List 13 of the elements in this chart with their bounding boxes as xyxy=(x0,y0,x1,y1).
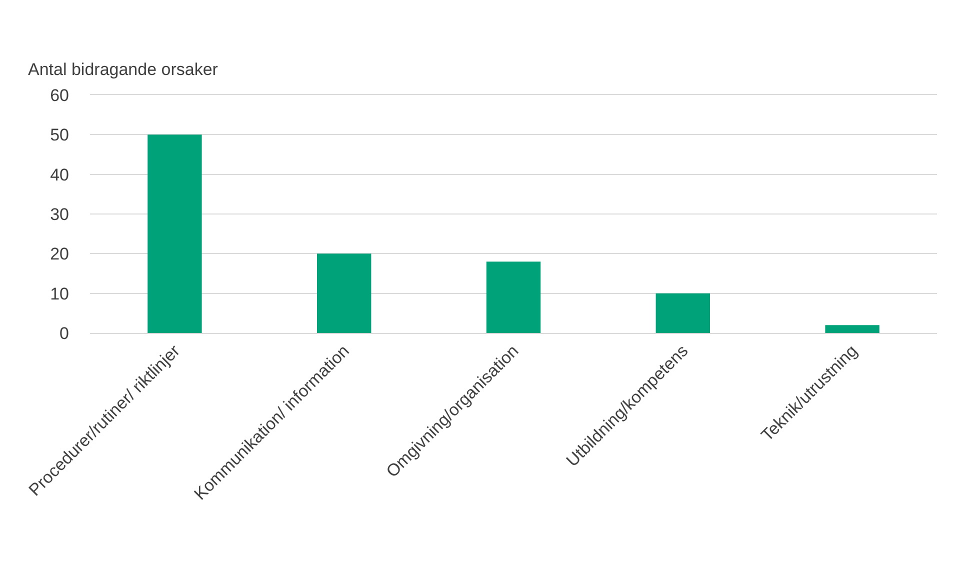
y-tick-label: 40 xyxy=(50,165,69,184)
bar xyxy=(486,262,541,333)
bar xyxy=(148,134,202,333)
y-tick-label: 20 xyxy=(50,244,69,264)
y-tick-label: 50 xyxy=(50,126,69,145)
y-tick-label: 30 xyxy=(50,204,69,224)
y-axis-title: Antal bidragande orsaker xyxy=(28,60,218,79)
bar xyxy=(825,325,880,333)
bar xyxy=(656,293,710,333)
bar xyxy=(317,254,372,333)
y-tick-label: 0 xyxy=(60,324,69,343)
y-tick-label: 10 xyxy=(50,284,69,304)
y-tick-label: 60 xyxy=(50,86,69,105)
